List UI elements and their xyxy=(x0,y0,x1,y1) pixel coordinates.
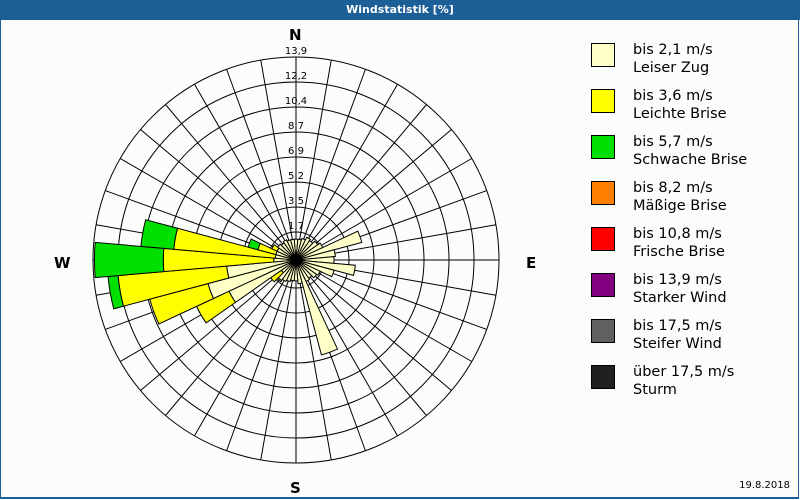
wind-sector-bar xyxy=(247,238,261,251)
radial-tick-label: 6,9 xyxy=(288,146,304,157)
grid-spoke xyxy=(310,158,473,252)
radial-tick-label: 8,7 xyxy=(288,121,304,132)
grid-spoke xyxy=(298,59,332,244)
legend-swatch xyxy=(591,227,615,251)
grid-spoke xyxy=(304,83,398,246)
wind-sector-bar xyxy=(295,230,363,261)
east-label: E xyxy=(526,254,537,272)
grid-spoke xyxy=(140,129,284,250)
west-label: W xyxy=(54,254,71,272)
legend-label: bis 5,7 m/s Schwache Brise xyxy=(633,134,748,168)
grid-spoke xyxy=(165,104,286,248)
grid-spoke xyxy=(310,268,473,362)
grid-spoke xyxy=(308,129,452,250)
legend-label: bis 8,2 m/s Mäßige Brise xyxy=(633,180,727,214)
grid-spoke xyxy=(304,274,398,437)
grid-spoke xyxy=(306,104,427,248)
legend-label: bis 17,5 m/s Steifer Wind xyxy=(633,318,722,352)
grid-spoke xyxy=(298,276,332,461)
wind-sector-bar xyxy=(295,259,303,285)
wind-sector-bar xyxy=(271,244,280,252)
grid-spoke xyxy=(194,83,288,246)
radial-tick-label: 12,2 xyxy=(285,71,307,82)
radial-tick-label: 1,7 xyxy=(288,221,304,232)
legend-swatch xyxy=(591,319,615,343)
legend-swatch xyxy=(591,181,615,205)
radial-tick-label: 13,9 xyxy=(285,46,307,57)
radial-tick-label: 5,2 xyxy=(288,171,304,182)
legend-swatch xyxy=(591,43,615,67)
grid-spoke xyxy=(226,275,291,451)
grid-spoke xyxy=(165,272,286,416)
wind-sector-bar xyxy=(93,241,165,279)
wind-rose-chart: 1,7 3,5 5,2 6,9 8,7 10,4 12,2 13,9 xyxy=(92,46,500,464)
legend-label: über 17,5 m/s Sturm xyxy=(633,364,735,398)
wind-sector-bar xyxy=(282,239,297,261)
legend-swatch xyxy=(591,273,615,297)
grid-spoke xyxy=(306,272,427,416)
radial-tick-label: 10,4 xyxy=(285,96,307,107)
south-label: S xyxy=(290,479,301,497)
date-label: 19.8.2018 xyxy=(739,480,790,491)
grid-spoke xyxy=(260,276,294,461)
grid-spoke xyxy=(194,274,288,437)
grid-spoke xyxy=(226,69,291,245)
chart-frame: 1,7 3,5 5,2 6,9 8,7 10,4 12,2 13,9 N W E S bis … xyxy=(0,20,799,499)
radial-tick-label: 3,5 xyxy=(288,196,304,207)
legend-label: bis 10,8 m/s Frische Brise xyxy=(633,226,725,260)
window-title: Windstatistik [%] xyxy=(346,3,454,16)
wind-sector-bar xyxy=(295,249,336,261)
legend-label: bis 2,1 m/s Leiser Zug xyxy=(633,42,713,76)
legend-label: bis 13,9 m/s Starker Wind xyxy=(633,272,727,306)
grid-spoke xyxy=(301,69,366,245)
grid-spoke xyxy=(308,270,452,391)
grid-spoke xyxy=(260,59,294,244)
center-dot xyxy=(292,256,300,264)
wind-sector-bar xyxy=(140,219,179,250)
legend-swatch xyxy=(591,365,615,389)
grid-spoke xyxy=(312,224,497,258)
wind-sector-bar xyxy=(295,259,339,356)
legend-label: bis 3,6 m/s Leichte Brise xyxy=(633,88,727,122)
grid-spoke xyxy=(311,265,487,330)
north-label: N xyxy=(289,26,302,44)
legend-swatch xyxy=(591,135,615,159)
wind-sector-bar xyxy=(290,238,297,261)
window-title-bar: Windstatistik [%] xyxy=(0,0,800,20)
legend-swatch xyxy=(591,89,615,113)
grid-spoke xyxy=(140,270,284,391)
grid-spoke xyxy=(119,158,282,252)
